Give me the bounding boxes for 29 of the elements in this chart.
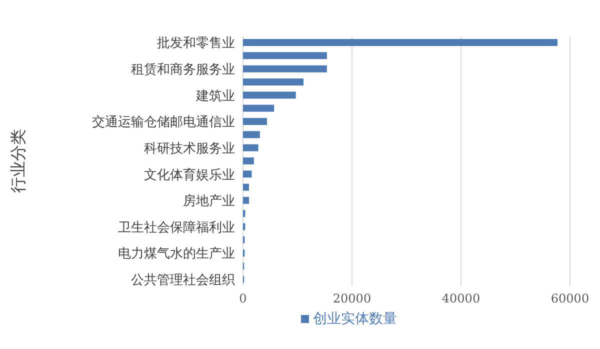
bar <box>243 92 296 99</box>
x-tick-label: 60000 <box>550 292 590 306</box>
x-tick-label: 0 <box>239 292 247 306</box>
y-tick-label: 批发和零售业 <box>157 36 235 52</box>
bar <box>243 157 254 164</box>
y-tick-label: 卫生社会保障福利业 <box>118 220 235 236</box>
bar <box>243 196 249 204</box>
y-axis-title: 行业分类 <box>8 129 28 193</box>
y-tick-label: 公共管理社会组织 <box>131 273 235 288</box>
bar <box>243 104 274 112</box>
bar <box>243 65 327 72</box>
y-tick-label: 建筑业 <box>195 88 235 104</box>
bar <box>243 184 249 191</box>
y-tick-label: 电力煤气水的生产业 <box>118 246 235 262</box>
x-tick-label: 40000 <box>442 292 480 306</box>
bar <box>243 131 260 138</box>
y-tick-label: 租赁和商务服务业 <box>131 62 235 78</box>
bar <box>243 39 558 46</box>
y-tick-label: 文化体育娱乐业 <box>144 166 235 183</box>
bar <box>243 118 267 125</box>
y-tick-label: 房地产业 <box>183 193 235 210</box>
x-tick-label: 20000 <box>332 292 372 306</box>
bar <box>243 144 258 152</box>
y-tick-label: 交通运输仓储邮电通信业 <box>92 114 235 130</box>
bar <box>243 52 327 60</box>
legend-label: 创业实体数量 <box>313 311 397 327</box>
bar <box>243 170 252 178</box>
y-tick-label: 科研技术服务业 <box>144 141 235 156</box>
bar <box>243 78 304 86</box>
